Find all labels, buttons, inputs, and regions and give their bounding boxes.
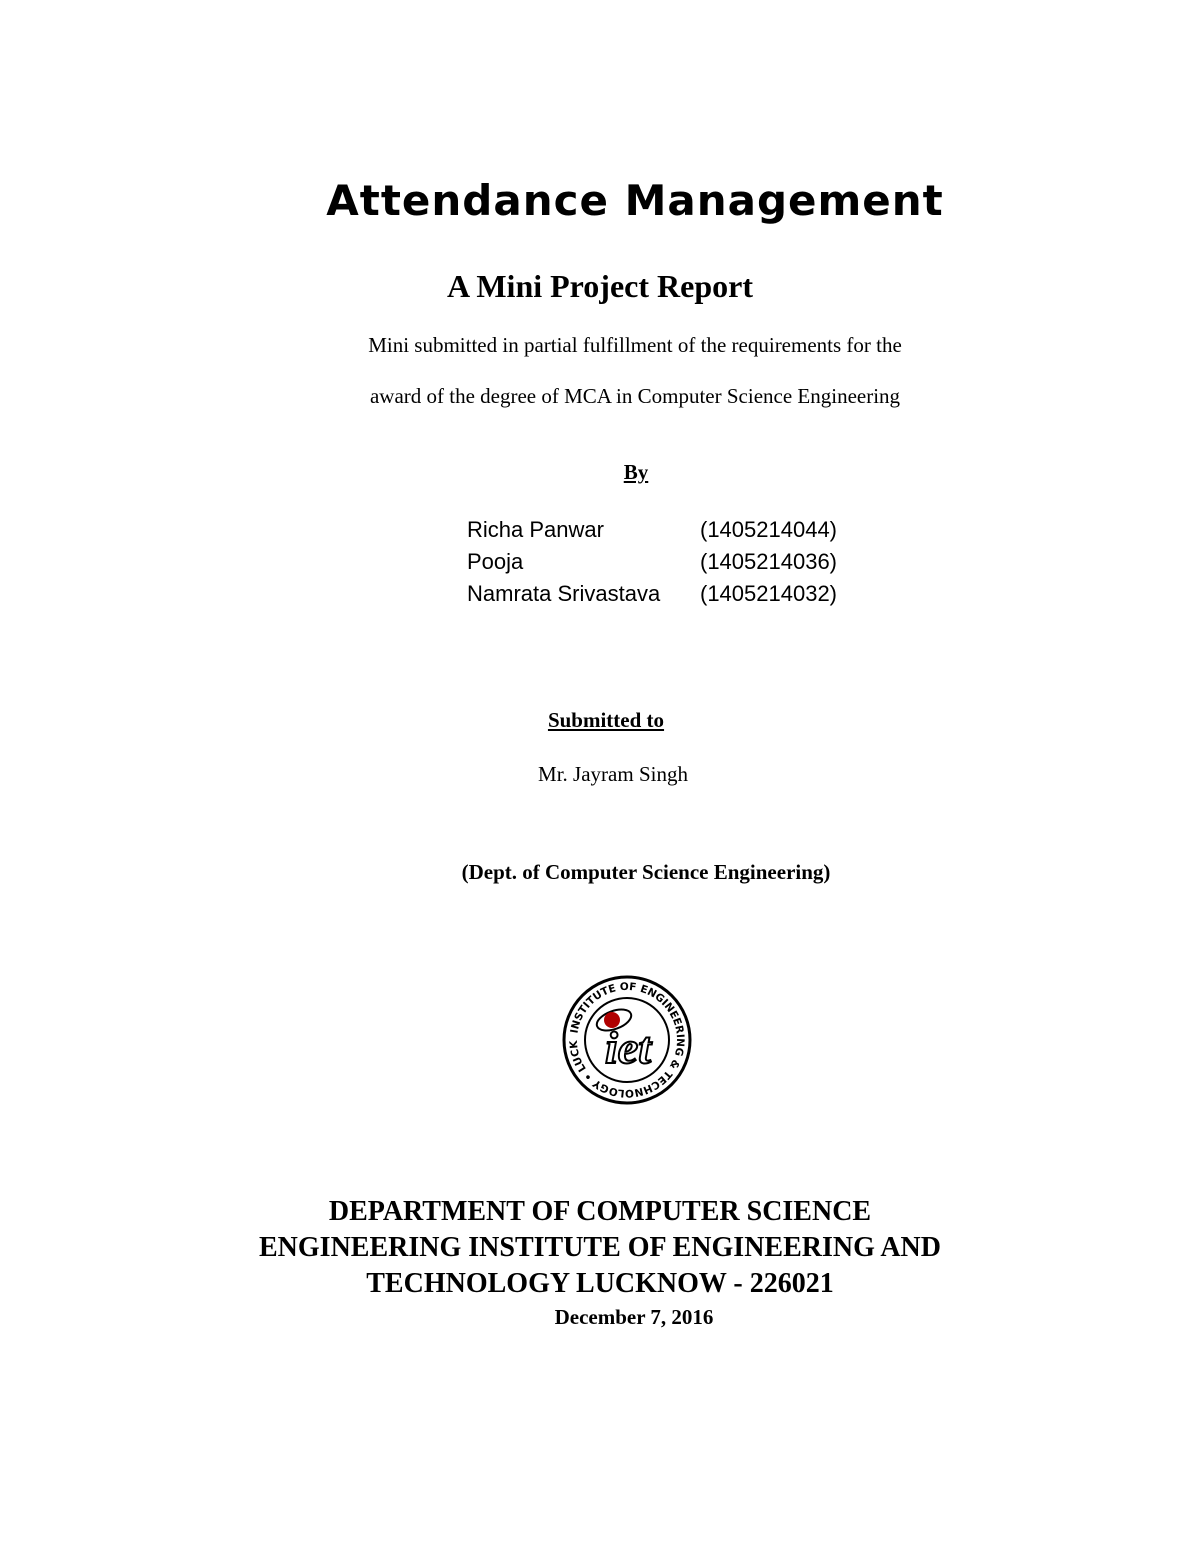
- iet-logo: INSTITUTE OF ENGINEERING & TECHNOLOGY • …: [562, 975, 692, 1105]
- description-line-1: Mini submitted in partial fulfillment of…: [368, 333, 902, 357]
- guide-department: (Dept. of Computer Science Engineering): [461, 860, 831, 884]
- institution-line-3: TECHNOLOGY LUCKNOW - 226021: [366, 1268, 834, 1299]
- student-list: Richa Panwar (1405214044) Pooja (140521403…: [467, 514, 837, 610]
- student-name: Namrata Srivastava: [467, 581, 661, 606]
- guide-name: Mr. Jayram Singh: [538, 762, 688, 786]
- student-row: Namrata Srivastava (1405214032): [467, 578, 837, 610]
- report-title: Attendance Management: [326, 176, 944, 225]
- by-label: By: [623, 460, 649, 484]
- student-roll: (1405214036): [700, 549, 838, 574]
- student-row: Richa Panwar (1405214044): [467, 514, 837, 546]
- institution-line-1: DEPARTMENT OF COMPUTER SCIENCE: [328, 1196, 872, 1227]
- student-roll: (1405214032): [700, 581, 838, 606]
- student-name: Pooja: [467, 549, 524, 574]
- svg-text:iet: iet: [605, 1022, 652, 1073]
- institution-line-2: ENGINEERING INSTITUTE OF ENGINEERING AND: [259, 1232, 941, 1263]
- report-subtitle: A Mini Project Report: [447, 268, 753, 304]
- student-name: Richa Panwar: [467, 517, 604, 542]
- submitted-to-label: Submitted to: [547, 708, 665, 732]
- student-row: Pooja (1405214036): [467, 546, 837, 578]
- report-date: December 7, 2016: [554, 1305, 714, 1329]
- student-roll: (1405214044): [700, 517, 838, 542]
- description-line-2: award of the degree of MCA in Computer S…: [369, 384, 901, 408]
